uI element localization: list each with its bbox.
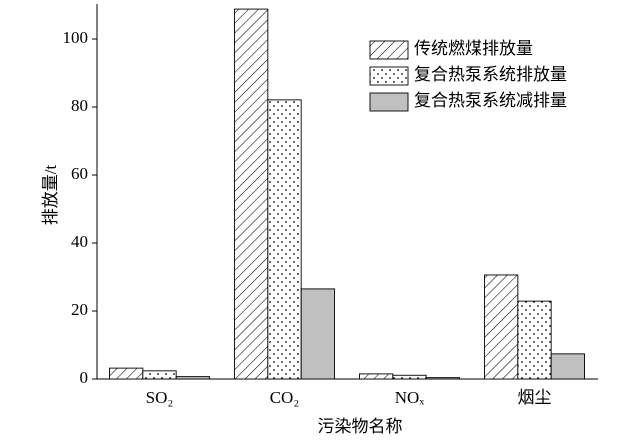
y-axis-label: 排放量/t bbox=[41, 165, 60, 226]
y-tick-label: 0 bbox=[80, 368, 89, 387]
y-tick-label: 20 bbox=[71, 300, 88, 319]
legend-swatch bbox=[369, 40, 409, 60]
bar bbox=[142, 370, 177, 380]
x-tick-label: SO₂ bbox=[146, 388, 174, 407]
legend-swatch bbox=[369, 66, 409, 86]
bar bbox=[359, 373, 394, 380]
bar bbox=[300, 288, 335, 380]
bar bbox=[267, 99, 302, 380]
x-tick-label: CO₂ bbox=[270, 388, 300, 407]
bar bbox=[109, 367, 144, 380]
bar bbox=[425, 377, 460, 380]
y-tick-label: 60 bbox=[71, 164, 88, 183]
x-tick-label: NOₓ bbox=[395, 388, 425, 407]
bar bbox=[550, 353, 585, 380]
bar bbox=[392, 374, 427, 380]
legend-label: 复合热泵系统排放量 bbox=[414, 65, 567, 84]
y-tick-label: 40 bbox=[71, 232, 88, 251]
legend-label: 传统燃煤排放量 bbox=[414, 39, 533, 58]
legend-swatch bbox=[369, 92, 409, 112]
bar bbox=[234, 8, 269, 380]
bar bbox=[517, 300, 552, 380]
legend-label: 复合热泵系统减排量 bbox=[414, 91, 567, 110]
bar bbox=[484, 274, 519, 380]
y-tick-label: 80 bbox=[71, 96, 88, 115]
x-tick-label: 烟尘 bbox=[518, 388, 552, 407]
x-axis-label: 污染物名称 bbox=[318, 417, 403, 436]
y-tick-label: 100 bbox=[63, 28, 89, 47]
bar bbox=[175, 376, 210, 380]
